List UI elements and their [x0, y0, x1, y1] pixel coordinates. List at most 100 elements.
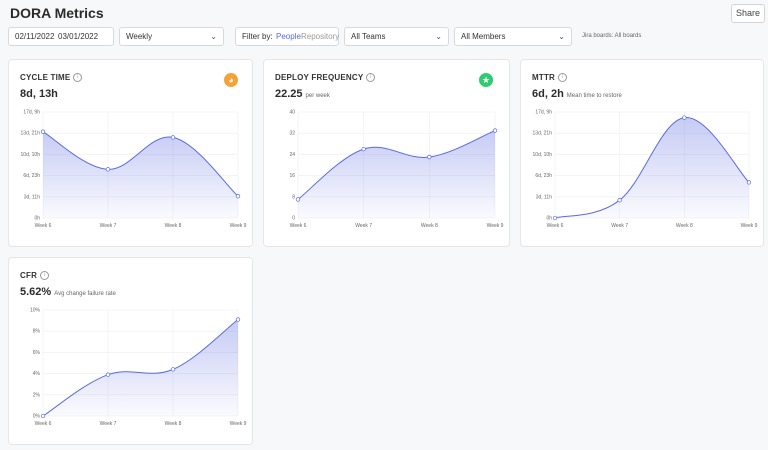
x-tick-label: Week 6: [35, 421, 52, 427]
y-tick-label: 3d, 11h: [24, 194, 41, 200]
y-tick-label: 6%: [33, 350, 41, 356]
y-tick-label: 13d, 21h: [533, 131, 553, 137]
y-tick-label: 16: [289, 173, 295, 179]
y-tick-label: 10d, 10h: [21, 152, 41, 158]
x-tick-label: Week 8: [421, 223, 438, 229]
data-point: [40, 129, 46, 134]
granularity-value: Weekly: [126, 32, 153, 41]
card-title: CFR i: [20, 271, 50, 281]
y-tick-label: 10d, 10h: [533, 152, 553, 158]
y-tick-label: 40: [289, 110, 295, 116]
x-tick-label: Week 9: [487, 223, 504, 229]
chevron-down-icon: ⌄: [210, 32, 217, 41]
mttr-chart: 0h 3d, 11h 6d, 23h 10d, 10h 13d, 21h 17d, 9h W…: [533, 110, 758, 230]
series-line: [297, 130, 496, 200]
data-point: [105, 167, 111, 172]
share-button[interactable]: Share: [731, 4, 765, 23]
x-tick-label: Week 7: [100, 223, 117, 229]
data-point: [427, 154, 432, 160]
y-tick-label: 4%: [33, 371, 41, 377]
card-title: DEPLOY FREQUENCY i: [275, 73, 376, 83]
card-subtitle: Avg change failure rate: [54, 291, 116, 297]
x-tick-label: Week 8: [676, 223, 693, 229]
date-from: 02/11/2022: [15, 32, 55, 41]
filter-by-toggle[interactable]: Filter by: People Repository: [235, 27, 339, 46]
chevron-down-icon: ⌄: [435, 32, 442, 41]
data-point: [746, 180, 752, 185]
y-tick-label: 13d, 21h: [21, 131, 41, 137]
data-point: [170, 135, 176, 140]
jira-boards-label: Jira boards: All boards: [582, 33, 642, 39]
info-icon[interactable]: i: [40, 271, 50, 281]
x-tick-label: Week 6: [290, 223, 307, 229]
card-subtitle: per week: [305, 93, 330, 99]
card-title: MTTR i: [532, 73, 568, 83]
series-line: [42, 319, 239, 417]
teams-value: All Teams: [351, 32, 386, 41]
x-tick-label: Week 8: [165, 223, 182, 229]
y-tick-label: 17d, 9h: [535, 110, 552, 116]
x-tick-label: Week 9: [741, 223, 758, 229]
x-tick-label: Week 7: [611, 223, 628, 229]
cycle-time-chart: 0h 3d, 11h 6d, 23h 10d, 10h 13d, 21h 17d, 9h W…: [21, 110, 247, 230]
page-title: DORA Metrics: [10, 5, 104, 21]
y-tick-label: 2%: [33, 392, 41, 398]
info-icon[interactable]: i: [558, 73, 568, 83]
y-tick-label: 3d, 11h: [536, 194, 553, 200]
data-point: [552, 215, 558, 221]
members-value: All Members: [461, 32, 506, 41]
x-tick-label: Week 7: [100, 421, 117, 427]
mttr-card: MTTR i 6d, 2h Mean time to restore 0h 3d, 1…: [520, 59, 764, 247]
deploy-frequency-card: DEPLOY FREQUENCY i 22.25 per week ★ 0 8 16 24…: [263, 59, 510, 247]
date-to: 03/01/2022: [58, 32, 99, 41]
filter-by-label: Filter by:: [242, 32, 273, 41]
x-tick-label: Week 6: [547, 223, 564, 229]
y-tick-label: 17d, 9h: [23, 110, 40, 116]
filter-repository-option[interactable]: Repository: [301, 32, 340, 41]
y-tick-label: 0%: [33, 414, 41, 420]
data-point: [492, 128, 498, 133]
card-value: 8d, 13h: [20, 88, 58, 100]
info-icon[interactable]: i: [366, 73, 376, 83]
y-tick-label: 6d, 23h: [23, 173, 40, 179]
teams-select[interactable]: All Teams ⌄: [344, 27, 449, 46]
x-tick-label: Week 9: [230, 223, 247, 229]
y-tick-label: 0: [292, 216, 295, 222]
card-subtitle: Mean time to restore: [566, 93, 622, 99]
info-icon[interactable]: i: [73, 73, 83, 83]
y-tick-label: 8: [292, 194, 295, 200]
series-area: [43, 131, 238, 218]
cfr-chart: 0% 2% 4% 6% 8% 10% Week 6 Week 7 Week 8 Week 9: [30, 308, 247, 428]
filter-people-option[interactable]: People: [276, 32, 301, 41]
x-tick-label: Week 7: [355, 223, 372, 229]
data-point: [682, 115, 687, 120]
data-point: [235, 194, 241, 199]
y-tick-label: 0h: [546, 216, 552, 222]
data-point: [40, 413, 46, 419]
y-tick-label: 10%: [30, 308, 41, 314]
series-line: [42, 131, 239, 197]
data-point: [361, 146, 366, 152]
card-value: 6d, 2h Mean time to restore: [532, 88, 622, 100]
trophy-icon: ★: [479, 73, 493, 87]
cfr-card: CFR i 5.62% Avg change failure rate 0% 2% 4%…: [8, 257, 253, 445]
members-select[interactable]: All Members ⌄: [454, 27, 572, 46]
series-area: [43, 319, 238, 416]
data-point: [295, 197, 301, 202]
deploy-frequency-chart: 0 8 16 24 32 40 Week 6 Week 7 Week 8 Week 9: [289, 110, 504, 230]
x-tick-label: Week 8: [165, 421, 182, 427]
x-tick-label: Week 6: [35, 223, 52, 229]
granularity-select[interactable]: Weekly ⌄: [119, 27, 224, 46]
cycle-time-card: CYCLE TIME i 8d, 13h ◕ 0h 3d, 11h 6d, 23h 10…: [8, 59, 253, 247]
data-point: [235, 317, 241, 322]
card-title: CYCLE TIME i: [20, 73, 83, 83]
x-tick-label: Week 9: [230, 421, 247, 427]
date-range-picker[interactable]: 02/11/2022 03/01/2022: [8, 27, 114, 46]
y-tick-label: 0h: [34, 216, 40, 222]
series-line: [554, 117, 750, 219]
chevron-down-icon: ⌄: [558, 32, 565, 41]
card-value: 22.25 per week: [275, 88, 330, 100]
card-value: 5.62% Avg change failure rate: [20, 286, 116, 298]
series-area: [555, 117, 749, 218]
data-point: [170, 367, 176, 372]
